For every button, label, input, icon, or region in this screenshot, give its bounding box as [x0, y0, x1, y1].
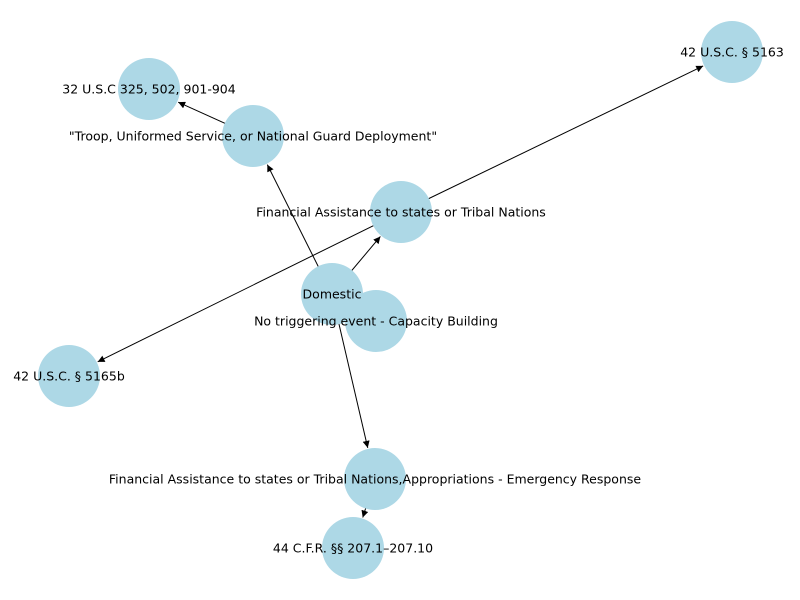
- node-fin_assist[interactable]: [370, 181, 432, 243]
- node-label-no_trigger: No triggering event - Capacity Building: [254, 314, 498, 329]
- node-label-domestic: Domestic: [303, 287, 362, 302]
- node-usc5163[interactable]: [701, 21, 763, 83]
- node-label-fin_approp: Financial Assistance to states or Tribal…: [109, 472, 641, 487]
- node-usc32[interactable]: [118, 58, 180, 120]
- node-label-cfr44: 44 C.F.R. §§ 207.1–207.10: [273, 541, 433, 556]
- node-label-troop: "Troop, Uniformed Service, or National G…: [69, 129, 437, 144]
- node-label-usc5163: 42 U.S.C. § 5163: [680, 45, 784, 60]
- node-no_trigger[interactable]: [345, 290, 407, 352]
- node-label-fin_assist: Financial Assistance to states or Tribal…: [256, 205, 546, 220]
- edge-fin_assist-to-usc5165b: [97, 211, 402, 363]
- node-troop[interactable]: [222, 105, 284, 167]
- node-usc5165b[interactable]: [38, 345, 100, 407]
- node-label-usc32: 32 U.S.C 325, 502, 901-904: [62, 82, 235, 97]
- labels-layer: Domestic Financial Assistance to states o…: [13, 45, 784, 556]
- node-fin_approp[interactable]: [344, 448, 406, 510]
- nodes-layer: [38, 21, 763, 579]
- node-label-usc5165b: 42 U.S.C. § 5165b: [13, 369, 125, 384]
- node-cfr44[interactable]: [322, 517, 384, 579]
- edge-fin_assist-to-usc5163: [400, 65, 704, 213]
